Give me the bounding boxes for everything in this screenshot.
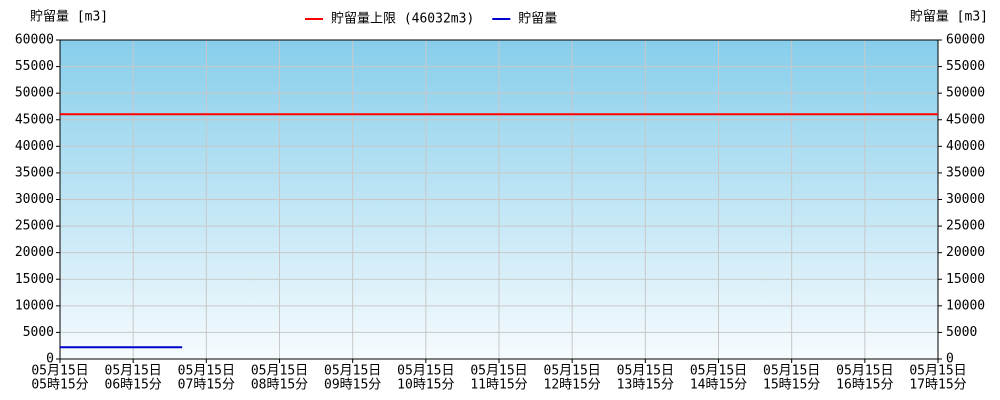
y2-tick-label: 50000 [946, 86, 985, 101]
x-tick-label: 05月15日 [544, 364, 601, 379]
legend-label: 貯留量 [518, 12, 557, 27]
y-tick-label: 40000 [15, 139, 54, 154]
y2-tick-label: 25000 [946, 219, 985, 234]
x-tick-label: 16時15分 [836, 378, 893, 393]
y-tick-label: 60000 [15, 33, 54, 48]
x-tick-label: 08時15分 [251, 378, 308, 393]
x-tick-label: 10時15分 [397, 378, 454, 393]
x-tick-label: 05月15日 [617, 364, 674, 379]
y2-tick-label: 55000 [946, 59, 985, 74]
y-tick-label: 55000 [15, 59, 54, 74]
x-tick-label: 05月15日 [909, 364, 966, 379]
y-tick-label: 15000 [15, 272, 54, 287]
x-tick-label: 14時15分 [690, 378, 747, 393]
x-tick-label: 06時15分 [105, 378, 162, 393]
y-axis-label: 貯留量 [m3] [30, 10, 108, 25]
y2-tick-label: 10000 [946, 298, 985, 313]
x-tick-label: 12時15分 [544, 378, 601, 393]
x-tick-label: 05月15日 [178, 364, 235, 379]
y2-tick-label: 60000 [946, 33, 985, 48]
y-tick-label: 45000 [15, 112, 54, 127]
y2-tick-label: 20000 [946, 245, 985, 260]
x-tick-label: 09時15分 [324, 378, 381, 393]
x-tick-label: 05月15日 [324, 364, 381, 379]
x-tick-label: 05月15日 [251, 364, 308, 379]
x-tick-label: 05月15日 [105, 364, 162, 379]
x-tick-label: 05月15日 [31, 364, 88, 379]
y2-tick-label: 15000 [946, 272, 985, 287]
x-tick-label: 13時15分 [617, 378, 674, 393]
x-tick-label: 05月15日 [397, 364, 454, 379]
plot-border [59, 39, 939, 360]
x-tick-label: 05月15日 [690, 364, 747, 379]
y2-tick-label: 0 [946, 352, 954, 367]
y2-tick-label: 40000 [946, 139, 985, 154]
y-tick-label: 25000 [15, 219, 54, 234]
x-tick-label: 15時15分 [763, 378, 820, 393]
legend-label: 貯留量上限 (46032m3) [331, 12, 474, 27]
y2-tick-label: 30000 [946, 192, 985, 207]
y-tick-label: 0 [46, 352, 54, 367]
x-tick-label: 05月15日 [470, 364, 527, 379]
y-tick-label: 50000 [15, 86, 54, 101]
x-tick-label: 05月15日 [763, 364, 820, 379]
y2-tick-label: 45000 [946, 112, 985, 127]
y-tick-label: 35000 [15, 165, 54, 180]
y2-tick-label: 5000 [946, 325, 977, 340]
y2-tick-label: 35000 [946, 165, 985, 180]
y-tick-label: 5000 [23, 325, 54, 340]
x-tick-label: 17時15分 [909, 378, 966, 393]
x-tick-label: 07時15分 [178, 378, 235, 393]
y-tick-label: 30000 [15, 192, 54, 207]
x-tick-label: 05時15分 [31, 378, 88, 393]
x-tick-label: 05月15日 [836, 364, 893, 379]
y-tick-label: 20000 [15, 245, 54, 260]
x-tick-label: 11時15分 [470, 378, 527, 393]
y2-axis-label: 貯留量 [m3] [910, 10, 988, 25]
y-tick-label: 10000 [15, 298, 54, 313]
